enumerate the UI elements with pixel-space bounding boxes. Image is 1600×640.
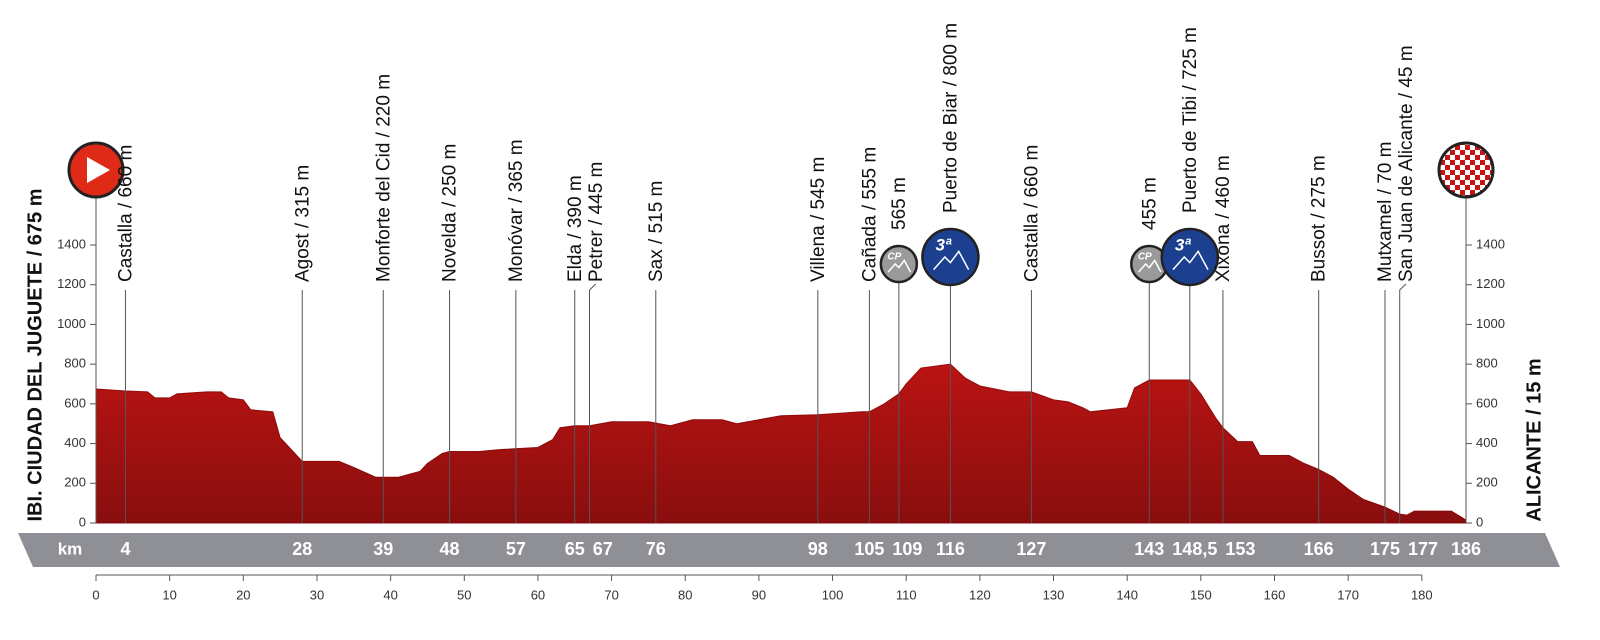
- y2-tick-label: 600: [1476, 395, 1498, 410]
- x-tick-label: 140: [1116, 587, 1138, 602]
- y2-tick-label: 1000: [1476, 316, 1505, 331]
- x-tick-label: 30: [310, 587, 324, 602]
- km-label: 175: [1370, 539, 1400, 559]
- y2-tick-label: 800: [1476, 356, 1498, 371]
- waypoint-label: Monforte del Cid / 220 m: [373, 74, 394, 282]
- y-tick-label: 800: [64, 356, 86, 371]
- y-tick-label: 600: [64, 395, 86, 410]
- badge-label: CP: [887, 251, 901, 262]
- waypoint-label: Cañada / 555 m: [859, 147, 880, 282]
- km-label: 39: [373, 539, 393, 559]
- y-tick-label: 0: [79, 514, 86, 529]
- climb-badge: [1160, 227, 1220, 287]
- x-tick-label: 60: [531, 587, 545, 602]
- waypoint-label: Elda / 390 m: [565, 175, 586, 282]
- km-label: 67: [593, 539, 613, 559]
- badge-mountain: [933, 250, 970, 271]
- x-tick-label: 50: [457, 587, 471, 602]
- km-band: [18, 533, 1560, 567]
- waypoint-label: 565 m: [889, 177, 910, 230]
- km-label: 127: [1016, 539, 1046, 559]
- x-tick-label: 100: [822, 587, 844, 602]
- km-band-label: km: [58, 539, 83, 558]
- km-label: 76: [646, 539, 666, 559]
- waypoint-leader: [589, 283, 597, 291]
- km-label: 98: [808, 539, 828, 559]
- y2-tick-label: 1200: [1476, 276, 1505, 291]
- waypoint-label: Puerto de Biar / 800 m: [940, 23, 961, 213]
- waypoint-label: Castalla / 660 m: [1021, 145, 1042, 282]
- km-label: 65: [565, 539, 585, 559]
- y-tick-label: 1400: [57, 236, 86, 251]
- badge-mountain: [1172, 250, 1209, 271]
- km-label: 4: [120, 539, 130, 559]
- badge-mountain: [1137, 259, 1162, 273]
- x-tick-label: 120: [969, 587, 991, 602]
- badge-label: 3ª: [936, 235, 952, 254]
- waypoint-label: Sax / 515 m: [646, 181, 667, 282]
- climb-badge: [921, 227, 980, 287]
- x-tick-label: 150: [1190, 587, 1212, 602]
- y2-tick-label: 400: [1476, 435, 1498, 450]
- km-label: 48: [440, 539, 460, 559]
- finish-icon: [1437, 141, 1495, 199]
- km-label: 143: [1134, 539, 1164, 559]
- x-tick-label: 40: [383, 587, 397, 602]
- km-label: 153: [1225, 539, 1255, 559]
- x-tick-label: 80: [678, 587, 692, 602]
- start-arrow: [87, 157, 110, 183]
- profile-shade: [96, 364, 1466, 523]
- waypoint-label: Novelda / 250 m: [440, 144, 461, 282]
- y-tick-label: 400: [64, 435, 86, 450]
- waypoint-label: 455 m: [1139, 177, 1160, 230]
- y-tick-label: 1000: [57, 316, 86, 331]
- finish-title: ALICANTE / 15 m: [1523, 358, 1545, 521]
- x-tick-label: 10: [162, 587, 176, 602]
- km-label: 105: [854, 539, 884, 559]
- x-tick-label: 90: [752, 587, 766, 602]
- km-label: 166: [1304, 539, 1334, 559]
- y-tick-label: 1200: [57, 276, 86, 291]
- x-tick-label: 170: [1337, 587, 1359, 602]
- x-tick-label: 130: [1043, 587, 1065, 602]
- waypoint-label: Villena / 545 m: [808, 157, 829, 282]
- waypoint-label: Bussot / 275 m: [1309, 155, 1330, 282]
- waypoint-label: Castalla / 660 m: [115, 145, 136, 282]
- climb-badge: [879, 244, 919, 284]
- km-label: 57: [506, 539, 526, 559]
- waypoint-label: Xixona / 460 m: [1213, 155, 1234, 282]
- y-tick-label: 200: [64, 475, 86, 490]
- km-label: 177: [1408, 539, 1438, 559]
- y2-tick-label: 200: [1476, 475, 1498, 490]
- waypoint-label: Puerto de Tibi / 725 m: [1180, 27, 1201, 213]
- x-tick-label: 180: [1411, 587, 1433, 602]
- waypoint-label: Monóvar / 365 m: [506, 139, 527, 282]
- waypoint-label: San Juan de Alicante / 45 m: [1396, 45, 1417, 282]
- badge-mountain: [887, 259, 912, 273]
- waypoint-label: Agost / 315 m: [292, 165, 313, 282]
- km-label: 116: [936, 539, 965, 559]
- waypoint-leader: [1399, 283, 1407, 291]
- waypoint-label: Petrer / 445 m: [586, 162, 607, 282]
- badge-label: 3ª: [1175, 235, 1191, 254]
- km-label: 109: [892, 539, 922, 559]
- start-title: IBI. CIUDAD DEL JUGUETE / 675 m: [24, 188, 46, 521]
- km-label: 186: [1451, 539, 1481, 559]
- y2-tick-label: 0: [1476, 514, 1483, 529]
- x-tick-label: 0: [92, 587, 99, 602]
- y2-tick-label: 1400: [1476, 236, 1505, 251]
- badge-label: CP: [1138, 251, 1152, 262]
- km-label: 148,5: [1172, 539, 1217, 559]
- x-tick-label: 160: [1264, 587, 1286, 602]
- x-tick-label: 110: [896, 587, 917, 602]
- km-label: 28: [292, 539, 312, 559]
- x-tick-label: 70: [604, 587, 618, 602]
- x-tick-label: 20: [236, 587, 250, 602]
- waypoint-label: Mutxamel / 70 m: [1375, 142, 1396, 282]
